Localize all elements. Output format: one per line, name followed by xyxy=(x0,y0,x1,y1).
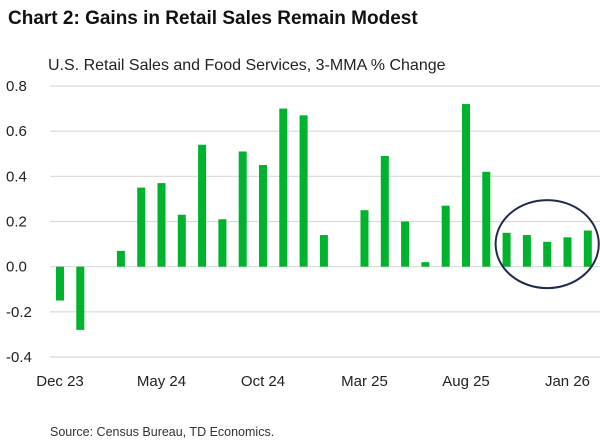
bar-dec-23 xyxy=(56,266,64,301)
bar-aug-25 xyxy=(462,104,470,267)
bar-jul-25 xyxy=(441,205,450,267)
x-tick-label: May 24 xyxy=(137,373,186,390)
bar-sep-24 xyxy=(238,151,247,267)
bar-jan-26 xyxy=(563,237,572,267)
source-note: Source: Census Bureau, TD Economics. xyxy=(50,425,275,439)
bar-dec-24 xyxy=(299,115,308,267)
bar-nov-25 xyxy=(522,235,531,267)
y-tick-label: 0.2 xyxy=(6,214,27,231)
bar-apr-24 xyxy=(137,187,146,267)
bar-jan-25 xyxy=(319,235,328,267)
bar-sep-25 xyxy=(482,171,491,267)
y-tick-label: 0.4 xyxy=(6,168,27,185)
x-tick-label: Jan 26 xyxy=(545,373,590,390)
bar-mar-24 xyxy=(116,250,125,267)
x-tick-label: Oct 24 xyxy=(241,373,285,390)
y-tick-label: -0.4 xyxy=(6,349,32,366)
chart-title: Chart 2: Gains in Retail Sales Remain Mo… xyxy=(8,8,418,29)
bar-dec-25 xyxy=(543,241,552,267)
x-tick-label: Mar 25 xyxy=(341,373,388,390)
bar-nov-24 xyxy=(279,108,288,267)
x-tick-label: Aug 25 xyxy=(442,373,490,390)
bar-jul-24 xyxy=(198,144,207,267)
bar-jun-25 xyxy=(421,262,430,267)
bar-feb-26 xyxy=(583,230,592,267)
bar-may-25 xyxy=(401,221,410,267)
annotation-ellipse xyxy=(494,199,600,290)
bar-oct-24 xyxy=(259,165,267,267)
bar-apr-25 xyxy=(380,156,389,267)
x-tick-label: Dec 23 xyxy=(36,373,84,390)
bar-jan-24 xyxy=(76,266,85,330)
bar-oct-25 xyxy=(502,232,511,267)
chart-subtitle: U.S. Retail Sales and Food Services, 3-M… xyxy=(48,57,446,74)
y-tick-label: 0.0 xyxy=(6,259,27,276)
y-tick-label: 0.6 xyxy=(6,123,27,140)
bar-aug-24 xyxy=(218,219,227,267)
bar-may-24 xyxy=(157,183,166,267)
bar-mar-25 xyxy=(360,210,369,267)
y-tick-label: 0.8 xyxy=(6,78,27,95)
y-tick-label: -0.2 xyxy=(6,304,32,321)
bar-jun-24 xyxy=(177,214,186,267)
